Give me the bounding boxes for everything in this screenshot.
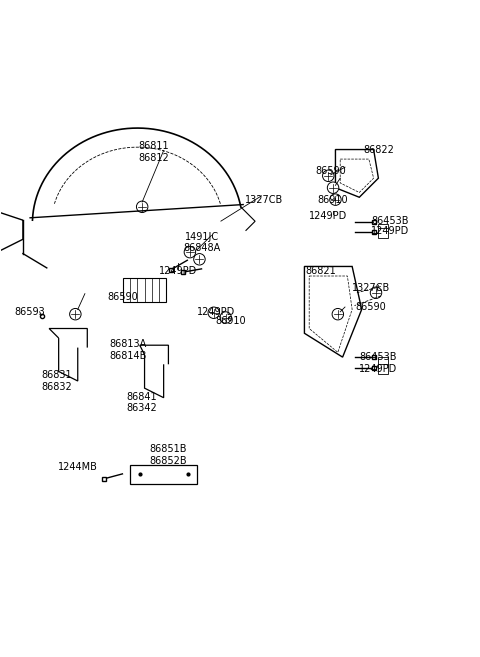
Text: 1249PD: 1249PD [197, 307, 235, 317]
Text: 86822: 86822 [363, 145, 394, 154]
Text: 86590: 86590 [356, 302, 386, 312]
Circle shape [370, 287, 382, 298]
Text: 86593: 86593 [15, 307, 46, 317]
Text: 86841
86342: 86841 86342 [127, 392, 157, 413]
Text: 86910: 86910 [318, 194, 348, 204]
Text: 86590: 86590 [315, 166, 346, 176]
Circle shape [330, 194, 341, 206]
Text: 1249PD: 1249PD [159, 266, 197, 276]
Circle shape [70, 308, 81, 320]
Text: 86821: 86821 [306, 266, 336, 276]
Text: 86811
86812: 86811 86812 [139, 141, 169, 163]
Text: 1327CB: 1327CB [352, 283, 390, 293]
Circle shape [208, 307, 219, 319]
Text: 86453B: 86453B [372, 216, 409, 226]
Circle shape [332, 308, 344, 320]
Circle shape [184, 246, 196, 258]
Text: 1244MB: 1244MB [58, 462, 98, 472]
Text: 86453B: 86453B [360, 352, 397, 362]
Text: 86590: 86590 [108, 292, 138, 302]
Circle shape [136, 201, 148, 212]
Text: 1491JC
86848A: 1491JC 86848A [183, 232, 220, 254]
Circle shape [327, 182, 339, 193]
Circle shape [220, 312, 231, 323]
Text: 1249PD: 1249PD [359, 364, 397, 374]
Bar [378, 364, 388, 374]
Text: 86851B
86852B: 86851B 86852B [150, 444, 187, 466]
Text: 86831
86832: 86831 86832 [41, 370, 72, 392]
Bar [378, 228, 388, 238]
Bar [378, 223, 388, 233]
Text: 1327CB: 1327CB [245, 194, 283, 204]
Bar [123, 279, 166, 302]
Circle shape [194, 254, 205, 265]
Text: 86813A
86814B: 86813A 86814B [109, 339, 146, 361]
Text: 86910: 86910 [215, 316, 246, 327]
Text: 1249PD: 1249PD [371, 225, 409, 236]
Bar [378, 357, 388, 367]
Text: 1249PD: 1249PD [309, 212, 348, 221]
Bar [130, 464, 197, 484]
Circle shape [323, 170, 334, 181]
